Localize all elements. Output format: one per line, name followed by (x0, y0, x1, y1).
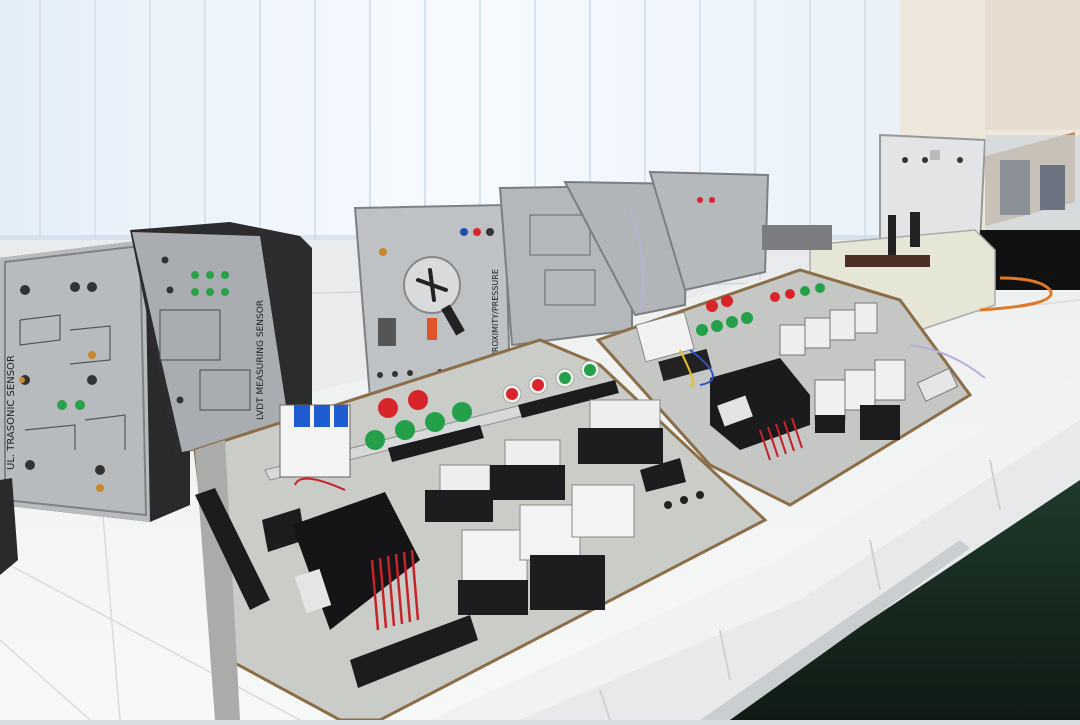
circuit-breaker (279, 404, 351, 478)
hall-label: HALL/PROXIMITY/PRESSURE (491, 269, 500, 380)
ultrasonic-label: UL. TRASONIC SENSOR (6, 355, 17, 470)
contactors (458, 484, 635, 615)
hall-proximity-module: HALL/PROXIMITY/PRESSURE (353, 203, 512, 400)
background-modules (498, 170, 770, 347)
bench-rail (700, 540, 970, 720)
right-back-equipment (762, 133, 1080, 336)
lvdt-label: LVDT MEASURING SENSOR (256, 300, 266, 420)
main-control-panel (193, 338, 768, 722)
plc-controller (292, 477, 420, 631)
left-edge-object (0, 478, 18, 575)
terminal-blocks (195, 380, 686, 688)
push-buttons (365, 360, 600, 450)
relays (425, 399, 663, 522)
lvdt-module: LVDT MEASURING SENSOR (130, 222, 312, 455)
ultrasonic-sensor-module: UL. TRASONIC SENSOR (0, 240, 190, 522)
toggle-switches (664, 491, 704, 509)
right-control-panel (595, 268, 986, 507)
